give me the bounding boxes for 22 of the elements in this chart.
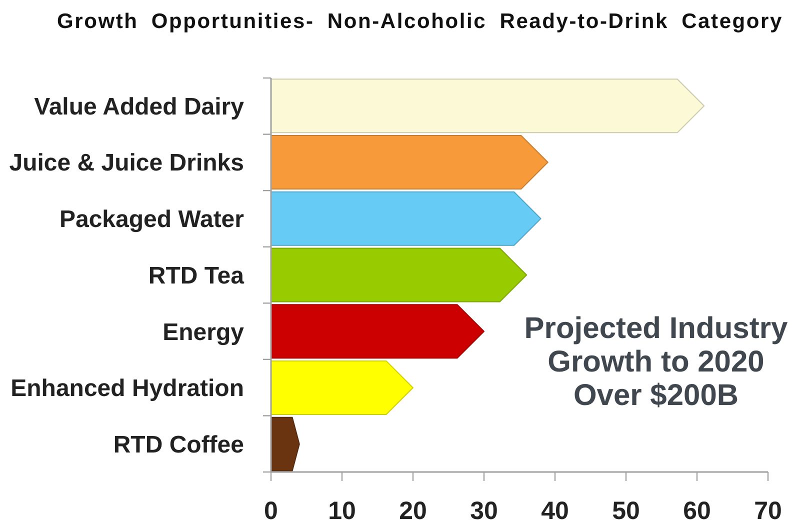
bar <box>270 134 548 190</box>
y-tick-label: Packaged Water <box>59 206 244 234</box>
bar <box>270 78 705 134</box>
bar <box>270 248 528 302</box>
x-tick-label: 30 <box>470 496 498 521</box>
y-tick-label: Enhanced Hydration <box>10 375 244 402</box>
x-tick-label: 50 <box>612 496 640 521</box>
x-tick-label: 20 <box>399 496 427 521</box>
y-tick-label: Energy <box>162 318 245 346</box>
x-tick-label: 60 <box>683 496 711 521</box>
y-tick-label: RTD Tea <box>148 262 245 290</box>
bar <box>270 191 542 246</box>
y-tick-label: Juice & Juice Drinks <box>9 150 244 177</box>
y-tick-label: RTD Coffee <box>113 432 244 458</box>
y-tick-label: Value Added Dairy <box>34 93 245 120</box>
chart-title: Growth Opportunities- Non-Alcoholic Ready-to-Drink Category <box>56 10 784 33</box>
x-tick-label: 10 <box>328 496 356 521</box>
annotation: Projected Industry Growth to 2020 Over $200B <box>524 312 788 412</box>
bar <box>270 304 484 359</box>
x-tick-label: 40 <box>541 496 569 521</box>
x-tick-label: 70 <box>754 496 782 521</box>
x-tick-label: 0 <box>264 496 278 521</box>
